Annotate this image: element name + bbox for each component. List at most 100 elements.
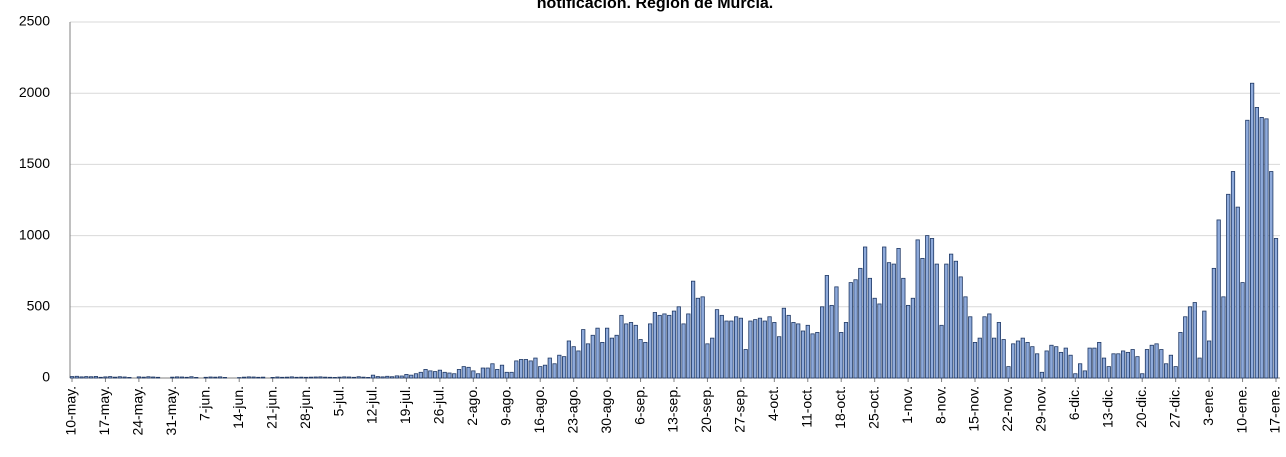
x-tick-label: 24-may. <box>130 386 146 436</box>
bar <box>275 376 280 379</box>
bar <box>1073 373 1078 379</box>
bar <box>504 371 509 379</box>
bar <box>89 376 94 379</box>
bar <box>1187 306 1193 379</box>
bar <box>351 376 356 379</box>
bar <box>1011 343 1016 379</box>
x-tick-label: 20-sep. <box>698 386 714 433</box>
bar <box>1111 353 1116 379</box>
bar <box>251 376 256 379</box>
bar <box>318 376 323 379</box>
bar <box>409 374 414 379</box>
x-tick-label: 23-ago. <box>564 386 580 433</box>
bar <box>628 322 634 379</box>
bar <box>1264 118 1269 379</box>
bar <box>667 314 672 379</box>
bar <box>1054 346 1059 379</box>
bar <box>996 322 1001 379</box>
x-tick-label: 21-jun. <box>263 386 279 429</box>
bar <box>146 376 151 379</box>
bar <box>872 297 877 379</box>
bar <box>1226 193 1231 379</box>
bar <box>734 316 739 379</box>
x-tick-label: 14-jun. <box>230 386 246 429</box>
bar <box>476 373 481 379</box>
bar <box>509 371 514 379</box>
bar <box>1006 366 1011 379</box>
y-tick-label: 0 <box>42 369 50 385</box>
bar <box>867 277 872 379</box>
bar <box>1211 267 1216 379</box>
bar <box>155 376 161 379</box>
bar <box>1207 340 1212 379</box>
bar <box>337 376 342 379</box>
bar <box>98 376 103 379</box>
bar <box>820 306 825 379</box>
bar <box>772 322 777 379</box>
bar <box>1082 370 1087 379</box>
x-tick-label: 5-jul. <box>330 386 346 416</box>
bar <box>939 324 944 379</box>
bar <box>74 375 79 379</box>
x-tick-label: 1-nov. <box>899 386 915 424</box>
bar <box>499 364 505 379</box>
bar <box>1039 371 1044 379</box>
bar <box>122 376 127 379</box>
bar <box>929 238 935 379</box>
bar <box>1178 332 1183 379</box>
bar <box>1001 339 1006 379</box>
bar <box>562 356 567 379</box>
bar <box>280 376 285 379</box>
bar <box>705 343 710 379</box>
bar <box>404 374 409 379</box>
bar <box>1273 238 1279 379</box>
bar <box>428 370 433 379</box>
bar <box>184 376 189 379</box>
bar <box>949 253 954 379</box>
bar <box>1087 347 1092 379</box>
bar <box>93 376 98 379</box>
bar <box>566 340 571 379</box>
bar <box>1254 107 1259 379</box>
bar <box>1197 357 1202 379</box>
bar <box>1154 343 1159 379</box>
bar <box>600 341 605 379</box>
bar <box>748 320 753 379</box>
bar <box>1058 351 1064 379</box>
x-tick-label: 17-may. <box>96 386 112 436</box>
bar <box>79 376 84 379</box>
bar <box>829 304 834 379</box>
bar <box>595 327 600 379</box>
bar <box>605 327 610 379</box>
bar <box>112 376 118 379</box>
bar <box>1192 302 1197 379</box>
bar <box>796 323 801 379</box>
bar <box>843 322 849 379</box>
bar <box>571 346 576 379</box>
bar <box>1269 171 1274 379</box>
bar <box>175 376 180 379</box>
bar <box>982 316 987 379</box>
x-tick-label: 17-ene. <box>1267 386 1283 433</box>
bar <box>189 376 194 379</box>
x-tick-label: 10-ene. <box>1233 386 1249 433</box>
bar <box>853 279 858 379</box>
bar <box>413 373 419 379</box>
bar <box>652 312 657 379</box>
bar <box>910 297 915 379</box>
bar <box>103 376 108 379</box>
bar <box>1044 350 1049 379</box>
bar <box>284 376 290 379</box>
bar <box>877 303 882 379</box>
x-tick-label: 25-oct. <box>865 386 881 429</box>
bar <box>208 376 213 379</box>
bar <box>719 314 724 379</box>
bar <box>805 324 810 379</box>
bar <box>1020 337 1025 379</box>
x-tick-label: 10-may. <box>63 386 79 436</box>
bar <box>767 316 772 379</box>
x-tick-label: 26-jul. <box>431 386 447 424</box>
bar <box>648 323 653 379</box>
x-tick-label: 27-dic. <box>1166 386 1182 428</box>
bar <box>1116 353 1121 379</box>
